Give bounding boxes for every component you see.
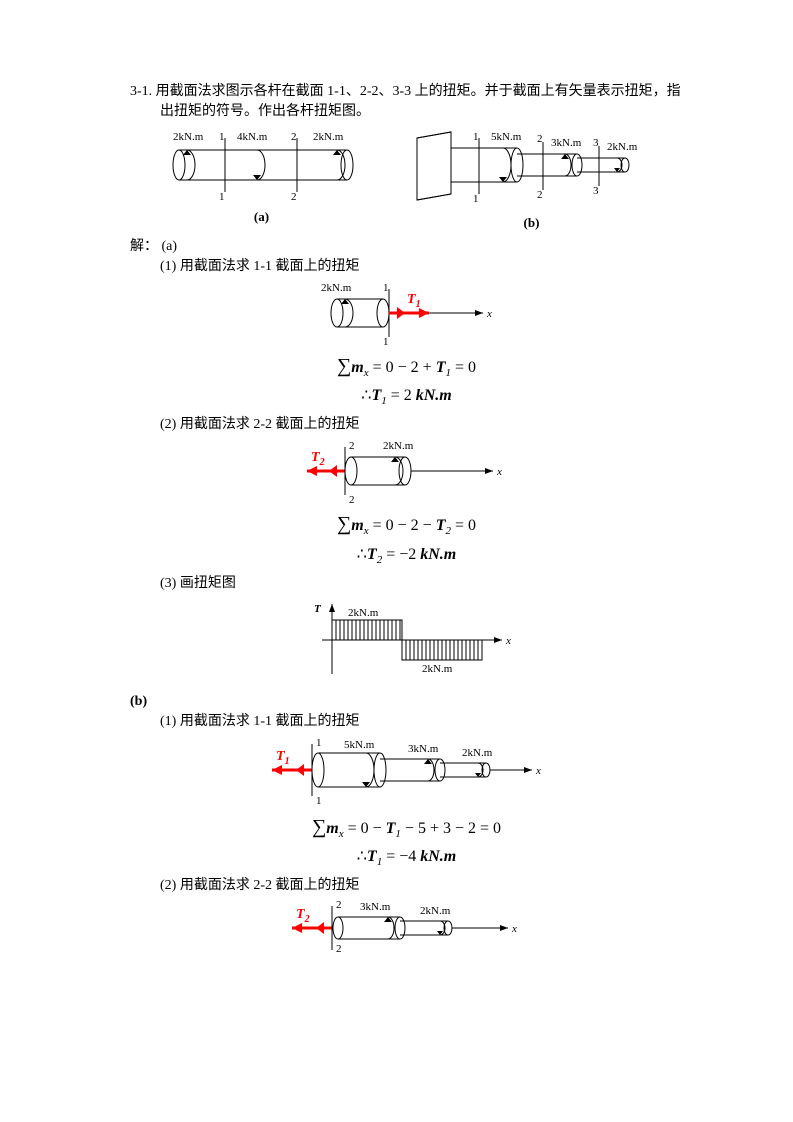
partB-s1-fig: T1 1 1 5kN.m 3kN.m 2kN.m x xyxy=(130,736,683,806)
partA-s2-eq1: ∑mx = 0 − 2 − T2 = 0 xyxy=(130,513,683,537)
partA-s1-fig: 1 1 2kN.m T1 x xyxy=(130,281,683,345)
svg-text:T1: T1 xyxy=(276,749,290,767)
svg-text:2: 2 xyxy=(349,494,355,503)
partA-title: (a) xyxy=(162,239,178,254)
svg-text:x: x xyxy=(496,466,502,478)
svg-text:x: x xyxy=(486,308,492,320)
figure-a-box: 2kN.m 4kN.m 2kN.m 1 1 2 2 (a) xyxy=(157,128,367,231)
partA-s1-eq2: ∴T1 = 2 kN.m xyxy=(130,385,683,407)
top-figures: 2kN.m 4kN.m 2kN.m 1 1 2 2 (a) xyxy=(130,128,683,231)
svg-text:3kN.m: 3kN.m xyxy=(360,901,391,913)
figB-l2: 2kN.m xyxy=(607,141,638,153)
solution: 解： (a) xyxy=(130,235,683,255)
partA-s2-heading: (2) 用截面法求 2-2 截面上的扭矩 xyxy=(160,413,683,433)
svg-text:x: x xyxy=(511,923,517,935)
svg-text:1: 1 xyxy=(316,795,322,806)
partA-s3-fig: T x 2kN.m 2kN.m xyxy=(130,598,683,684)
svg-text:2: 2 xyxy=(349,440,355,452)
figA-label2: 2kN.m xyxy=(313,131,344,143)
figA-label1: 4kN.m xyxy=(237,131,268,143)
partA-s1-heading: (1) 用截面法求 1-1 截面上的扭矩 xyxy=(160,255,683,275)
svg-text:2: 2 xyxy=(336,943,342,954)
svg-text:2kN.m: 2kN.m xyxy=(462,747,493,759)
figA-sec2t: 2 xyxy=(291,131,297,143)
svg-text:1: 1 xyxy=(383,336,389,345)
figure-b-caption: (b) xyxy=(407,215,657,231)
problem-line1: 用截面法求图示各杆在截面 1-1、2-2、3-3 上的扭矩。并于截面上有矢量表示… xyxy=(156,84,681,99)
partB-s2-fig: T2 2 2 3kN.m 2kN.m x xyxy=(130,900,683,954)
svg-text:T1: T1 xyxy=(407,292,421,310)
partB-s1-eq1: ∑mx = 0 − T1 − 5 + 3 − 2 = 0 xyxy=(130,816,683,840)
figA-label0: 2kN.m xyxy=(173,131,204,143)
problem-number: 3-1. xyxy=(130,84,152,100)
svg-text:3: 3 xyxy=(593,185,599,197)
solve-label: 解： xyxy=(130,239,158,254)
svg-text:2kN.m: 2kN.m xyxy=(422,663,453,675)
figB-l0: 5kN.m xyxy=(491,131,522,143)
svg-text:x: x xyxy=(505,635,511,647)
figure-b-svg: 5kN.m 3kN.m 2kN.m 1 1 2 2 3 3 xyxy=(407,128,657,208)
partB-title: (b) xyxy=(130,694,683,710)
figB-l1: 3kN.m xyxy=(551,137,582,149)
svg-text:2: 2 xyxy=(537,189,543,201)
partA-s3-heading: (3) 画扭矩图 xyxy=(160,572,683,592)
figure-a-svg: 2kN.m 4kN.m 2kN.m 1 1 2 2 xyxy=(157,128,367,202)
svg-text:2: 2 xyxy=(537,133,543,145)
svg-text:T: T xyxy=(314,603,322,615)
svg-text:2kN.m: 2kN.m xyxy=(348,607,379,619)
svg-text:3: 3 xyxy=(593,137,599,149)
svg-text:1: 1 xyxy=(473,131,479,143)
svg-text:T2: T2 xyxy=(311,450,325,468)
partA-s2-fig: T2 2 2 2kN.m x xyxy=(130,439,683,503)
partB-s1-eq2: ∴T1 = −4 kN.m xyxy=(130,846,683,868)
figA-sec1t: 1 xyxy=(219,131,225,143)
partB-s1-heading: (1) 用截面法求 1-1 截面上的扭矩 xyxy=(160,710,683,730)
svg-text:1: 1 xyxy=(316,737,322,749)
svg-text:2kN.m: 2kN.m xyxy=(420,905,451,917)
svg-text:1: 1 xyxy=(473,193,479,205)
partA-s2-eq2: ∴T2 = −2 kN.m xyxy=(130,544,683,566)
svg-text:2kN.m: 2kN.m xyxy=(383,440,414,452)
svg-text:5kN.m: 5kN.m xyxy=(344,739,375,751)
svg-text:3kN.m: 3kN.m xyxy=(408,743,439,755)
problem-statement: 3-1. 用截面法求图示各杆在截面 1-1、2-2、3-3 上的扭矩。并于截面上… xyxy=(130,80,683,120)
partB-s2-heading: (2) 用截面法求 2-2 截面上的扭矩 xyxy=(160,874,683,894)
svg-text:2: 2 xyxy=(336,900,342,911)
figure-b-box: 5kN.m 3kN.m 2kN.m 1 1 2 2 3 3 (b) xyxy=(407,128,657,231)
problem-line2: 出扭矩的符号。作出各杆扭矩图。 xyxy=(160,104,370,119)
svg-text:x: x xyxy=(535,765,541,777)
partA-s1-eq1: ∑mx = 0 − 2 + T1 = 0 xyxy=(130,355,683,379)
figure-a-caption: (a) xyxy=(157,209,367,225)
figA-sec2b: 2 xyxy=(291,191,297,202)
svg-text:T2: T2 xyxy=(296,907,310,925)
svg-text:1: 1 xyxy=(383,282,389,294)
figA-sec1b: 1 xyxy=(219,191,225,202)
svg-text:2kN.m: 2kN.m xyxy=(321,282,352,294)
